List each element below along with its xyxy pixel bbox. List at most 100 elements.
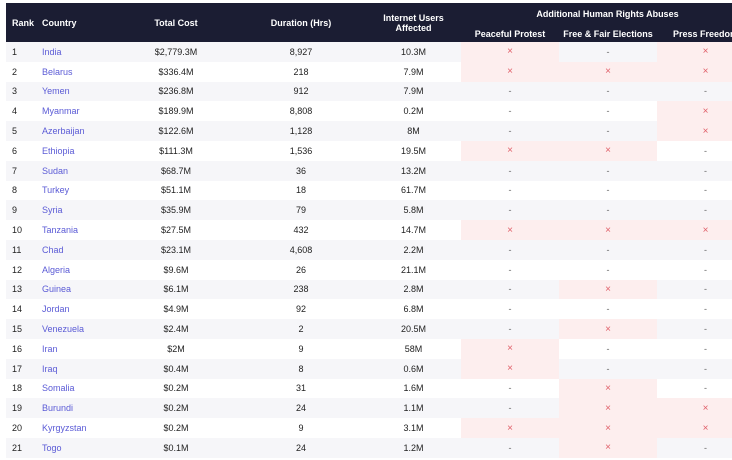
abuse-none-mark: - bbox=[508, 86, 512, 97]
abuse-none-mark: - bbox=[606, 126, 610, 137]
abuse-none-mark: - bbox=[704, 86, 707, 97]
country-cell: Yemen bbox=[36, 81, 116, 102]
abuse-cross-mark: × bbox=[507, 66, 513, 78]
fair-elections-cell: × bbox=[559, 418, 657, 438]
header-fair-elections: Free & Fair Elections bbox=[559, 25, 657, 42]
fair-elections-cell: - bbox=[559, 200, 657, 221]
press-freedom-cell: - bbox=[657, 259, 732, 280]
abuse-cross-mark: × bbox=[605, 442, 611, 454]
peaceful-protest-cell: - bbox=[461, 121, 559, 141]
abuse-none-mark: - bbox=[508, 244, 512, 255]
abuse-none-mark: - bbox=[508, 106, 512, 117]
abuse-none-mark: - bbox=[606, 304, 610, 315]
country-cell: Chad bbox=[36, 239, 116, 260]
fair-elections-cell: × bbox=[559, 398, 657, 419]
abuse-cross-mark: × bbox=[507, 343, 513, 355]
duration-cell: 8,808 bbox=[236, 101, 366, 122]
total-cost-cell: $2,779.3M bbox=[116, 42, 236, 62]
abuse-none-mark: - bbox=[508, 205, 512, 216]
country-cell: Tanzania bbox=[36, 220, 116, 240]
abuse-cross-mark: × bbox=[507, 422, 513, 434]
table-row: 15 Venezuela $2.4M 2 20.5M - × - bbox=[6, 319, 732, 339]
table-row: 3 Yemen $236.8M 912 7.9M - - - bbox=[6, 81, 732, 102]
fair-elections-cell: - bbox=[559, 101, 657, 122]
rank-cell: 9 bbox=[6, 200, 36, 221]
internet-users-cell: 58M bbox=[366, 338, 461, 359]
country-cell: Sudan bbox=[36, 160, 116, 181]
shutdown-cost-table: Rank Country Total Cost Duration (Hrs) I… bbox=[6, 3, 732, 458]
peaceful-protest-cell: × bbox=[461, 418, 559, 438]
press-freedom-cell: - bbox=[657, 160, 732, 181]
total-cost-cell: $122.6M bbox=[116, 121, 236, 141]
rank-cell: 2 bbox=[6, 61, 36, 82]
abuse-none-mark: - bbox=[606, 165, 610, 176]
abuse-cross-mark: × bbox=[605, 224, 611, 236]
abuse-none-mark: - bbox=[606, 205, 610, 216]
internet-users-cell: 61.7M bbox=[366, 180, 461, 201]
total-cost-cell: $189.9M bbox=[116, 101, 236, 122]
peaceful-protest-cell: - bbox=[461, 180, 559, 201]
header-duration: Duration (Hrs) bbox=[236, 3, 366, 42]
table-row: 8 Turkey $51.1M 18 61.7M - - - bbox=[6, 180, 732, 201]
abuse-none-mark: - bbox=[508, 324, 512, 335]
abuse-none-mark: - bbox=[508, 403, 512, 414]
peaceful-protest-cell: - bbox=[461, 81, 559, 102]
fair-elections-cell: × bbox=[559, 437, 657, 458]
internet-users-cell: 13.2M bbox=[366, 160, 461, 181]
fair-elections-cell: - bbox=[559, 239, 657, 260]
rank-cell: 13 bbox=[6, 279, 36, 300]
total-cost-cell: $6.1M bbox=[116, 279, 236, 300]
duration-cell: 24 bbox=[236, 437, 366, 458]
rank-cell: 16 bbox=[6, 338, 36, 359]
country-cell: Jordan bbox=[36, 299, 116, 320]
duration-cell: 26 bbox=[236, 259, 366, 280]
total-cost-cell: $2M bbox=[116, 338, 236, 359]
internet-users-cell: 1.2M bbox=[366, 437, 461, 458]
duration-cell: 218 bbox=[236, 61, 366, 82]
header-peaceful-protest: Peaceful Protest bbox=[461, 25, 559, 42]
table-header: Rank Country Total Cost Duration (Hrs) I… bbox=[6, 3, 732, 42]
abuse-none-mark: - bbox=[704, 304, 707, 315]
internet-users-cell: 1.6M bbox=[366, 378, 461, 399]
total-cost-cell: $23.1M bbox=[116, 239, 236, 260]
rank-cell: 17 bbox=[6, 358, 36, 379]
press-freedom-cell: - bbox=[657, 299, 732, 320]
header-abuses-group: Additional Human Rights Abuses bbox=[461, 3, 732, 25]
fair-elections-cell: - bbox=[559, 299, 657, 320]
rank-cell: 5 bbox=[6, 121, 36, 141]
internet-users-cell: 21.1M bbox=[366, 259, 461, 280]
duration-cell: 432 bbox=[236, 220, 366, 240]
rank-cell: 7 bbox=[6, 160, 36, 181]
total-cost-cell: $35.9M bbox=[116, 200, 236, 221]
abuse-none-mark: - bbox=[508, 165, 512, 176]
table-row: 20 Kyrgyzstan $0.2M 9 3.1M × × × bbox=[6, 418, 732, 438]
table-row: 5 Azerbaijan $122.6M 1,128 8M - - × bbox=[6, 121, 732, 141]
total-cost-cell: $236.8M bbox=[116, 81, 236, 102]
abuse-none-mark: - bbox=[704, 185, 707, 196]
total-cost-cell: $0.2M bbox=[116, 398, 236, 419]
table-row: 1 India $2,779.3M 8,927 10.3M × - × bbox=[6, 42, 732, 62]
abuse-none-mark: - bbox=[508, 383, 512, 394]
fair-elections-cell: × bbox=[559, 220, 657, 240]
internet-users-cell: 7.9M bbox=[366, 81, 461, 102]
abuse-none-mark: - bbox=[606, 264, 610, 275]
abuse-none-mark: - bbox=[704, 264, 707, 275]
abuse-none-mark: - bbox=[704, 442, 707, 453]
rank-cell: 18 bbox=[6, 378, 36, 399]
duration-cell: 2 bbox=[236, 319, 366, 339]
peaceful-protest-cell: × bbox=[461, 338, 559, 359]
abuse-none-mark: - bbox=[606, 244, 610, 255]
internet-users-cell: 0.2M bbox=[366, 101, 461, 122]
fair-elections-cell: - bbox=[559, 180, 657, 201]
internet-users-cell: 2.2M bbox=[366, 239, 461, 260]
total-cost-cell: $0.2M bbox=[116, 378, 236, 399]
abuse-none-mark: - bbox=[704, 244, 707, 255]
abuse-none-mark: - bbox=[704, 165, 707, 176]
total-cost-cell: $111.3M bbox=[116, 140, 236, 161]
total-cost-cell: $4.9M bbox=[116, 299, 236, 320]
total-cost-cell: $51.1M bbox=[116, 180, 236, 201]
table-row: 6 Ethiopia $111.3M 1,536 19.5M × × - bbox=[6, 140, 732, 161]
total-cost-cell: $27.5M bbox=[116, 220, 236, 240]
press-freedom-cell: - bbox=[657, 200, 732, 221]
total-cost-cell: $68.7M bbox=[116, 160, 236, 181]
